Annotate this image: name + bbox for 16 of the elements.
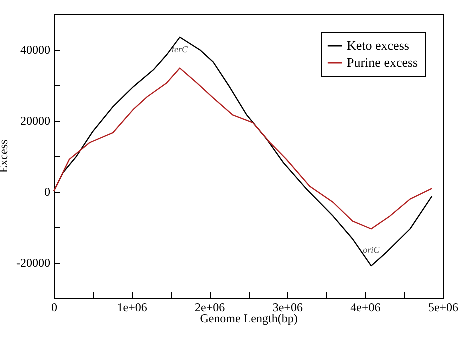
legend-label: Keto excess (347, 38, 410, 53)
x-tick-label: 4e+06 (350, 300, 381, 314)
legend-label: Purine excess (347, 55, 418, 70)
x-tick-label: 2e+06 (195, 300, 226, 314)
x-tick-label: 5e+06 (428, 300, 459, 314)
line-series (53, 68, 433, 230)
x-axis-title: Genome Length(bp) (200, 312, 298, 326)
y-tick-label: 40000 (20, 43, 50, 57)
y-axis-title: Excess (0, 140, 11, 174)
y-tick-label: 20000 (20, 114, 50, 128)
y-tick-label: 0 (44, 185, 50, 199)
annotation: terC (172, 44, 190, 54)
y-tick-label: -20000 (16, 256, 50, 270)
x-tick-label: 3e+06 (272, 300, 303, 314)
x-tick-label: 1e+06 (117, 300, 148, 314)
annotation: oriC (363, 245, 381, 256)
